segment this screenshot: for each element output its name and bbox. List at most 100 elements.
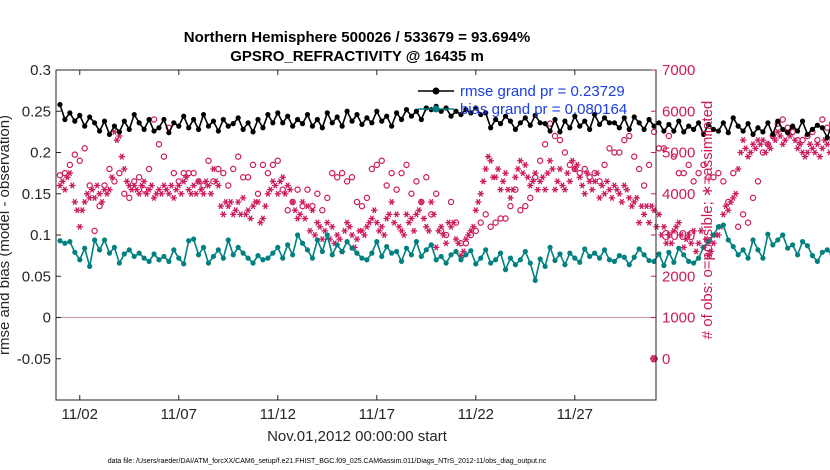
rmse-point [582, 118, 588, 124]
possible-obs-point [116, 169, 123, 177]
possible-obs-point [333, 174, 341, 181]
rmse-point [319, 125, 325, 131]
rmse-point [730, 115, 736, 121]
rmse-point [691, 126, 697, 132]
bias-point [389, 250, 395, 256]
bias-point [364, 257, 370, 263]
possible-obs-point [710, 174, 717, 181]
assimilated-obs-point [91, 194, 98, 201]
x-tick-label: 11/07 [161, 406, 197, 423]
bias-point [72, 249, 78, 255]
bias-point [393, 248, 400, 255]
assimilated-obs-point [517, 157, 524, 164]
possible-obs-point [536, 157, 544, 164]
legend-rmse-marker [432, 87, 440, 95]
rmse-point [398, 116, 405, 123]
assimilated-obs-point [106, 186, 113, 193]
assimilated-obs-point [519, 170, 527, 177]
x-tick-label: 11/17 [359, 406, 395, 423]
rmse-point [606, 120, 613, 126]
assimilated-obs-point [442, 240, 450, 247]
rmse-point [572, 113, 578, 119]
y-right-tick-label: 7000 [662, 62, 695, 79]
assimilated-obs-point [428, 198, 435, 206]
assimilated-obs-point [734, 165, 742, 173]
rmse-point [344, 108, 350, 114]
rmse-point [339, 123, 345, 129]
possible-obs-point [249, 161, 257, 169]
assimilated-obs-point [437, 223, 445, 230]
assimilated-obs-point [791, 137, 799, 144]
assimilated-obs-point [309, 207, 316, 214]
bias-point [814, 258, 820, 264]
bias-point [240, 250, 246, 256]
possible-obs-point [329, 169, 336, 177]
assimilated-obs-point [88, 186, 96, 193]
rmse-point [809, 126, 816, 132]
possible-obs-point [264, 169, 272, 177]
bias-point [730, 243, 736, 250]
bias-point [453, 248, 459, 255]
rmse-point [715, 128, 721, 134]
rmse-point [62, 116, 68, 123]
possible-obs-point [338, 169, 346, 177]
possible-obs-point [101, 182, 108, 189]
assimilated-obs-point [81, 198, 88, 206]
rmse-point [101, 118, 108, 124]
assimilated-obs-point [529, 178, 536, 185]
assimilated-obs-point [522, 161, 529, 168]
assimilated-obs-point [626, 194, 633, 201]
rmse-point [443, 105, 449, 111]
assimilated-obs-point [254, 198, 262, 206]
rmse-point [250, 129, 256, 135]
rmse-point [359, 121, 365, 128]
bias-point [686, 258, 692, 264]
bias-point [334, 242, 340, 248]
rmse-point [314, 116, 320, 123]
rmse-point [210, 118, 217, 124]
rmse-point [240, 126, 246, 132]
assimilated-obs-point [415, 207, 423, 214]
assimilated-obs-point [541, 186, 549, 193]
assimilated-obs-point [440, 231, 447, 239]
possible-obs-point [343, 178, 351, 185]
bias-point [646, 257, 652, 264]
assimilated-obs-point [546, 157, 554, 164]
possible-obs-point [76, 157, 83, 164]
assimilated-obs-point [158, 190, 165, 197]
assimilated-obs-point [217, 203, 225, 210]
bias-point [433, 257, 439, 263]
x-tick-label: 11/02 [62, 406, 98, 423]
possible-obs-point [586, 174, 593, 181]
assimilated-obs-point [596, 194, 603, 201]
possible-obs-point [576, 169, 583, 177]
rmse-point [57, 102, 63, 108]
assimilated-obs-point [494, 165, 502, 173]
rmse-point [552, 116, 558, 123]
assimilated-obs-point [279, 174, 286, 181]
rmse-point [270, 120, 276, 126]
possible-obs-point [388, 169, 395, 177]
bias-point [691, 260, 697, 266]
bias-point [151, 251, 157, 257]
assimilated-obs-point [371, 207, 378, 214]
assimilated-obs-point [316, 223, 324, 230]
bias-point [319, 248, 325, 255]
bias-point [438, 253, 444, 260]
bias-point [527, 260, 533, 266]
bias-point [775, 237, 781, 243]
left-axis: -0.05 0 0.05 0.1 0.15 0.2 0.25 0.3 [17, 62, 61, 368]
bias-point [309, 255, 316, 261]
assimilated-obs-point [368, 215, 376, 222]
assimilated-obs-point [178, 190, 185, 197]
possible-obs-point [606, 145, 613, 152]
possible-obs-point [269, 161, 277, 169]
bias-point [611, 258, 618, 264]
possible-obs-point [720, 178, 727, 185]
bias-point [636, 246, 642, 252]
possible-obs-point [680, 169, 687, 177]
bias-point [57, 238, 63, 244]
y-left-tick-label: 0.1 [30, 227, 51, 244]
rmse-point [171, 120, 177, 126]
rmse-point [611, 120, 618, 126]
